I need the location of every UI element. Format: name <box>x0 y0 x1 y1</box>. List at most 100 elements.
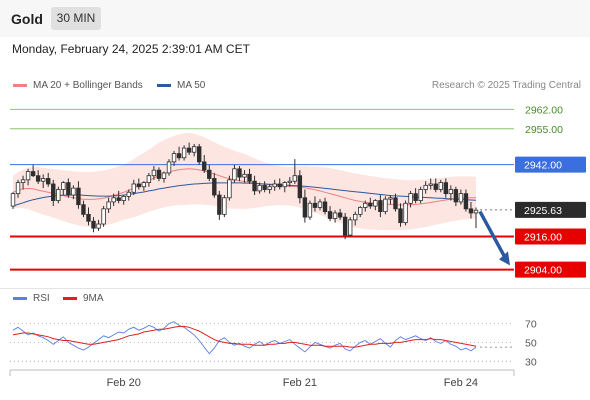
candle <box>353 211 358 226</box>
candle-body <box>171 153 177 163</box>
candle <box>453 186 459 207</box>
candle <box>171 150 177 167</box>
rsi-swatch <box>13 297 27 300</box>
candle-body <box>86 213 91 222</box>
candle <box>322 197 328 215</box>
panel-separator <box>0 288 590 289</box>
candle <box>418 186 423 204</box>
level-label-support-1: 2916.00 <box>524 231 562 243</box>
candle <box>10 192 16 209</box>
candle <box>35 170 41 184</box>
candle <box>46 172 51 187</box>
candle <box>91 217 96 233</box>
candle-body <box>388 197 393 200</box>
candle <box>473 207 479 229</box>
candle-body <box>51 183 56 201</box>
x-tick-label: Feb 20 <box>107 377 141 389</box>
candle <box>408 190 413 208</box>
candle <box>166 159 172 176</box>
candle-body <box>20 179 26 183</box>
candle-body <box>116 197 121 201</box>
candle <box>237 166 242 182</box>
candle-body <box>40 178 46 182</box>
candle-body <box>81 204 86 215</box>
candle-body <box>282 182 287 188</box>
candle-body <box>25 171 31 181</box>
candle <box>277 178 282 190</box>
candle-body <box>418 189 423 201</box>
candle <box>76 181 81 209</box>
candle-body <box>96 223 101 229</box>
candle <box>468 201 474 219</box>
candle <box>383 196 388 215</box>
candle-body <box>151 169 157 177</box>
candle-body <box>312 202 318 208</box>
candle-body <box>111 197 116 203</box>
candle-body <box>181 147 187 159</box>
candle <box>393 193 398 212</box>
candle <box>101 206 106 227</box>
candle-body <box>393 197 398 210</box>
candle <box>292 159 298 184</box>
candle <box>212 172 217 198</box>
candle <box>252 175 257 196</box>
level-label-support-2: 2904.00 <box>524 265 562 277</box>
candle-body <box>428 183 433 186</box>
candle <box>86 207 91 226</box>
timeframe-badge[interactable]: 30 MIN <box>51 7 101 30</box>
candle-body <box>363 202 368 208</box>
candle-body <box>91 220 96 229</box>
symbol-title: Gold <box>11 11 43 27</box>
candle-body <box>121 196 126 201</box>
candle <box>121 195 126 205</box>
candle <box>337 208 343 220</box>
candle-body <box>272 183 277 188</box>
forecast-arrow-head <box>499 251 510 266</box>
candle-body <box>141 182 147 188</box>
candle <box>30 164 36 178</box>
candle <box>388 195 393 205</box>
candle-body <box>327 211 333 219</box>
header-bar: Gold 30 MIN <box>0 0 590 37</box>
candle <box>227 175 232 201</box>
ma20-swatch <box>13 84 27 87</box>
candle-body <box>10 193 16 207</box>
ma20-legend-label: MA 20 + Bollinger Bands <box>33 80 143 91</box>
candle-body <box>438 182 443 190</box>
candle <box>81 200 86 218</box>
candle-body <box>262 184 267 190</box>
rsi-tick-50: 50 <box>525 337 537 349</box>
candle-body <box>66 182 71 196</box>
candle <box>161 171 167 183</box>
candle-body <box>297 175 303 199</box>
candle <box>207 164 212 182</box>
candle-body <box>403 202 408 224</box>
candle-body <box>207 169 212 179</box>
candle <box>327 206 333 222</box>
level-label-resistance-1: 2955.00 <box>525 124 563 136</box>
candle <box>217 190 222 220</box>
candle-body <box>277 183 282 188</box>
ma50-swatch <box>157 84 171 87</box>
candle <box>61 181 66 196</box>
candle-body <box>307 202 313 218</box>
candle <box>186 142 192 155</box>
candle <box>106 197 111 213</box>
rsi-line <box>12 321 477 355</box>
candle-body <box>398 208 403 224</box>
candle <box>413 188 418 204</box>
ma50-legend-label: MA 50 <box>177 80 206 91</box>
candle-body <box>247 173 252 182</box>
candle-body <box>35 175 41 182</box>
legend-ma20: MA 20 + Bollinger Bands <box>13 80 143 91</box>
candle-body <box>373 200 378 207</box>
candle <box>438 179 443 193</box>
candle <box>15 179 21 198</box>
candle-body <box>186 147 192 153</box>
candle <box>307 200 313 220</box>
candle-body <box>217 194 222 215</box>
candle <box>257 182 262 194</box>
level-label-last-price: 2925.63 <box>524 205 562 217</box>
